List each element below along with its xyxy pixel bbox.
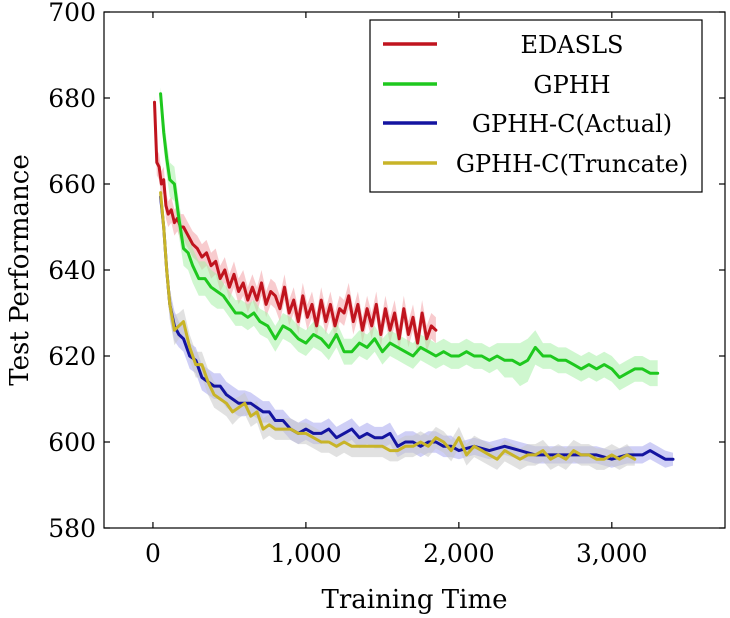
legend-label-edasls: EDASLS	[521, 31, 624, 59]
axis-tick-labels: 0 1,000 2,000 3,000 580 600 620 640 660 680 700	[48, 0, 647, 568]
y-tick-label: 660	[48, 170, 96, 199]
legend-label-gphh-c-actual: GPHH-C(Actual)	[472, 110, 672, 138]
series-lines	[153, 92, 675, 461]
legend: EDASLS GPHH GPHH-C(Actual) GPHH-C(Truncate)	[369, 19, 703, 193]
axis-ticks	[104, 11, 725, 529]
y-tick-label: 680	[48, 84, 96, 113]
y-tick-label: 580	[48, 514, 96, 543]
y-tick-label: 640	[48, 256, 96, 285]
legend-label-gphh-c-truncate: GPHH-C(Truncate)	[456, 150, 688, 178]
band-gphh	[160, 87, 658, 391]
x-axis-title: Training Time	[322, 585, 508, 615]
x-tick-label: 0	[145, 539, 161, 568]
y-tick-label: 600	[48, 428, 96, 457]
x-tick-label: 1,000	[270, 539, 342, 568]
series-line-gphh	[159, 92, 660, 379]
y-axis-title: Test Performance	[5, 154, 35, 385]
x-tick-label: 2,000	[423, 539, 495, 568]
series-line-edasls	[153, 100, 438, 345]
series-line-gphh-c-truncate	[159, 191, 637, 461]
legend-label-gphh: GPHH	[533, 71, 610, 99]
y-tick-label: 700	[48, 0, 96, 27]
x-tick-label: 3,000	[576, 539, 648, 568]
y-tick-label: 620	[48, 342, 96, 371]
